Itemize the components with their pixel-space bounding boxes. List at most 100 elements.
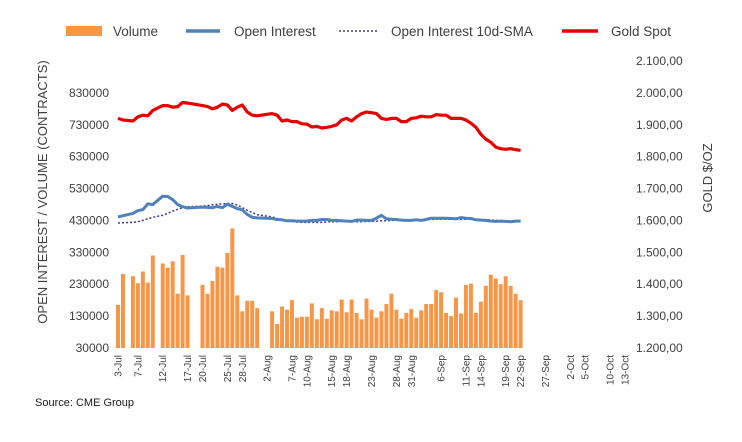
volume-bar: [289, 300, 294, 348]
x-tick-label: 18-Aug: [342, 355, 353, 387]
volume-bar: [210, 281, 215, 348]
x-tick-label: 23-Aug: [367, 355, 378, 387]
right-axis-ticks: 1.200,00 1.300,00 1.400,00 1.500,00 1.600,00…: [636, 54, 683, 355]
left-tick-label: 130000: [69, 309, 109, 323]
volume-bar: [175, 293, 180, 348]
volume-bar: [235, 295, 240, 348]
volume-bar: [374, 317, 379, 348]
volume-bar: [116, 304, 120, 348]
volume-bar: [513, 293, 518, 348]
x-tick-label: 11-Sep: [461, 355, 472, 387]
x-tick-label: 28-Jul: [238, 355, 249, 382]
volume-bar: [120, 274, 125, 348]
volume-bar: [389, 293, 394, 348]
volume-bar: [439, 292, 444, 348]
right-tick-label: 1.900,00: [636, 118, 683, 132]
volume-bar: [294, 317, 299, 348]
volume-bar: [508, 285, 513, 348]
left-tick-label: 30000: [76, 341, 110, 355]
volume-bar: [429, 303, 434, 348]
volume-bar: [414, 317, 419, 348]
right-tick-label: 1.800,00: [636, 150, 683, 164]
volume-bar: [518, 300, 523, 348]
left-axis-ticks: 30000 130000 230000 330000 430000 530000 63000…: [69, 86, 109, 355]
volume-bar: [498, 284, 503, 348]
x-tick-label: 27-Sep: [541, 355, 552, 388]
open-interest-line: [117, 194, 521, 224]
volume-bar: [329, 310, 334, 348]
x-tick-label: 7-Jul: [133, 355, 144, 377]
x-tick-label: 15-Aug: [327, 355, 338, 387]
right-tick-label: 1.600,00: [636, 213, 683, 227]
volume-bar: [434, 289, 439, 348]
volume-bar: [399, 318, 404, 348]
volume-bar: [394, 309, 399, 348]
volume-bar: [473, 312, 478, 348]
x-tick-label: 3-Jul: [114, 355, 125, 377]
volume-bar: [240, 311, 245, 348]
legend-volume-label: Volume: [113, 24, 158, 39]
volume-bar: [145, 282, 150, 348]
volume-bar: [225, 252, 230, 348]
volume-bar: [458, 313, 463, 348]
volume-bar: [160, 263, 165, 348]
x-tick-label: 20-Jul: [198, 355, 209, 382]
volume-bar: [150, 255, 155, 348]
volume-bar: [463, 284, 468, 348]
left-tick-label: 730000: [69, 118, 109, 132]
left-tick-label: 230000: [69, 277, 109, 291]
volume-bar: [309, 303, 314, 348]
volume-bar: [215, 266, 220, 348]
volume-bar: [205, 293, 210, 348]
volume-bar: [409, 309, 414, 348]
volume-bar: [245, 300, 250, 348]
volume-bar: [255, 308, 260, 348]
x-tick-label: 19-Sep: [501, 355, 512, 388]
volume-bars: [116, 228, 523, 348]
x-tick-label: 12-Jul: [158, 355, 169, 382]
volume-bar: [488, 274, 493, 348]
volume-bar: [304, 316, 309, 348]
volume-bar: [493, 278, 498, 348]
x-tick-label: 10-Aug: [302, 355, 313, 387]
legend-sma-label: Open Interest 10d-SMA: [391, 24, 533, 39]
x-tick-label: 13-Oct: [621, 355, 632, 385]
volume-bar: [220, 267, 225, 348]
left-tick-label: 330000: [69, 245, 109, 259]
left-tick-label: 430000: [69, 213, 109, 227]
volume-bar: [230, 228, 235, 348]
volume-bar: [419, 310, 424, 348]
volume-bar: [135, 283, 140, 348]
x-tick-label: 17-Jul: [183, 355, 194, 382]
volume-bar: [250, 300, 255, 348]
left-axis-title: OPEN INTEREST / VOLUME (CONTRACTS): [35, 60, 50, 323]
volume-bar: [314, 319, 319, 348]
volume-bar: [424, 303, 429, 348]
volume-bar: [503, 276, 508, 348]
legend-volume-swatch: [66, 26, 102, 36]
volume-bar: [468, 283, 473, 348]
volume-bar: [165, 267, 170, 348]
right-tick-label: 1.200,00: [636, 341, 683, 355]
x-tick-label: 14-Sep: [476, 355, 487, 388]
x-tick-label: 25-Jul: [223, 355, 234, 382]
x-tick-label: 31-Aug: [407, 355, 418, 387]
volume-bar: [404, 312, 409, 348]
volume-bar: [478, 301, 483, 348]
left-tick-label: 630000: [69, 150, 109, 164]
volume-bar: [130, 276, 135, 348]
volume-bar: [384, 303, 389, 348]
x-tick-label: 6-Sep: [437, 355, 448, 382]
source-note: Source: CME Group: [35, 397, 134, 409]
plot-area: [116, 100, 523, 348]
volume-bar: [185, 295, 190, 348]
right-axis-title: GOLD $/OZ: [700, 143, 715, 212]
legend-open-interest-label: Open Interest: [234, 24, 316, 39]
volume-bar: [270, 311, 275, 348]
legend-gold-label: Gold Spot: [611, 24, 671, 39]
right-tick-label: 1.500,00: [636, 245, 683, 259]
volume-bar: [200, 284, 205, 348]
x-axis-ticks: 3-Jul 7-Jul 12-Jul 17-Jul 20-Jul 25-Jul 28-Jul…: [114, 355, 632, 388]
volume-bar: [359, 319, 364, 348]
